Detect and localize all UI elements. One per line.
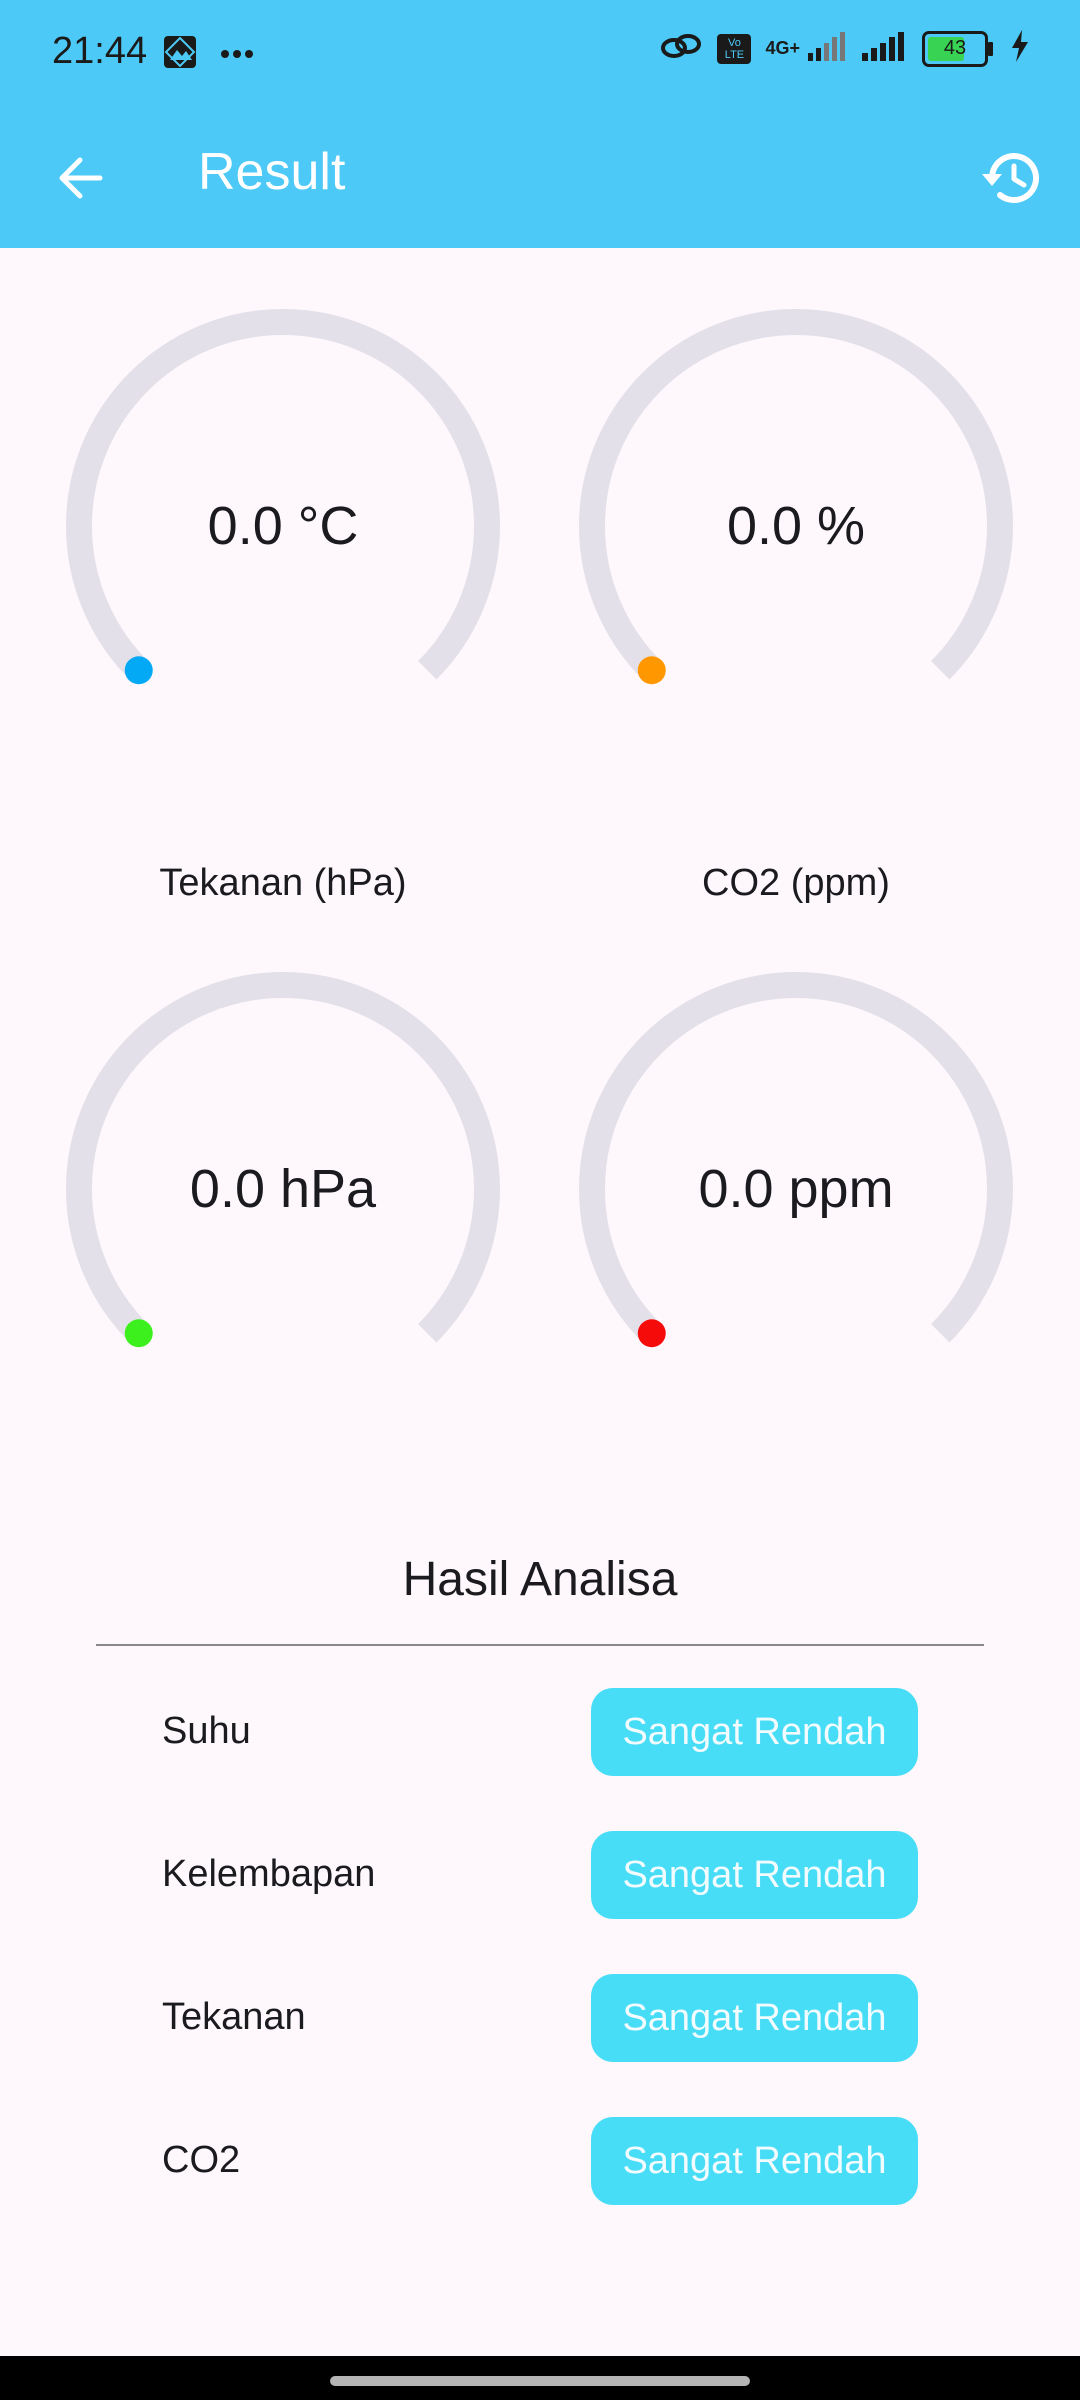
- volte-badge: Vo LTE: [717, 33, 752, 64]
- gauge-indicator: [637, 1319, 666, 1348]
- gauge-track: [579, 972, 1013, 1343]
- gauge-track: [66, 309, 500, 680]
- analysis-label-suhu: Suhu: [162, 1710, 251, 1752]
- arrow-left-icon: [56, 156, 104, 205]
- history-icon: [978, 148, 1042, 213]
- analysis-label-kelembapan: Kelembapan: [162, 1853, 376, 1895]
- gauge-value: 0.0 %: [726, 496, 866, 556]
- gauge-indicator: [124, 656, 153, 685]
- gauge-indicator: [124, 1319, 153, 1348]
- status-badge: Sangat Rendah: [591, 1974, 918, 2062]
- analysis-label-tekanan: Tekanan: [162, 1996, 306, 2038]
- status-badge: Sangat Rendah: [591, 1831, 918, 1919]
- history-button[interactable]: [968, 138, 1052, 222]
- system-nav-bar: [0, 2356, 1080, 2400]
- gauge-track: [66, 972, 500, 1343]
- app-bar: Result: [0, 110, 1080, 248]
- signal-icon-2: [860, 31, 908, 66]
- signal-icon: [806, 31, 846, 66]
- page-title: Result: [198, 143, 346, 201]
- battery-icon: 43: [922, 30, 993, 67]
- gauge-label-pressure: Tekanan (hPa): [159, 862, 407, 904]
- pressure-gauge: 0.0 hPa: [63, 969, 503, 1409]
- back-button[interactable]: [40, 140, 120, 220]
- analysis-label-co2: CO2: [162, 2139, 241, 2181]
- co2-gauge: 0.0 ppm: [576, 969, 1016, 1409]
- analysis-title: Hasil Analisa: [402, 1553, 678, 1606]
- gauge-arc: [579, 309, 1013, 685]
- status-time: 21:44: [52, 30, 148, 72]
- battery-level: 43: [943, 37, 967, 59]
- more-dots-icon: [220, 46, 254, 64]
- temperature-gauge: 0.0 °C: [63, 306, 503, 746]
- gauge-label-co2: CO2 (ppm): [702, 862, 890, 904]
- gauge-value: 0.0 hPa: [189, 1159, 377, 1219]
- gauge-value: 0.0 ppm: [698, 1159, 894, 1219]
- home-handle[interactable]: [330, 2376, 750, 2386]
- link-icon: [659, 31, 703, 66]
- divider: [96, 1644, 984, 1646]
- status-bar: 21:44 Vo LTE 4G+ 43: [0, 0, 1080, 110]
- gauge-arc: [579, 972, 1013, 1348]
- gauge-arc: [66, 972, 500, 1348]
- gauge-arc: [66, 309, 500, 685]
- gauge-value: 0.0 °C: [207, 496, 359, 556]
- gallery-icon: [162, 34, 198, 75]
- gauge-indicator: [637, 656, 666, 685]
- network-type: 4G+: [765, 38, 800, 58]
- humidity-gauge: 0.0 %: [576, 306, 1016, 746]
- gauge-track: [579, 309, 1013, 680]
- status-badge: Sangat Rendah: [591, 1688, 918, 1776]
- status-badge: Sangat Rendah: [591, 2117, 918, 2205]
- charging-icon: [1010, 30, 1030, 67]
